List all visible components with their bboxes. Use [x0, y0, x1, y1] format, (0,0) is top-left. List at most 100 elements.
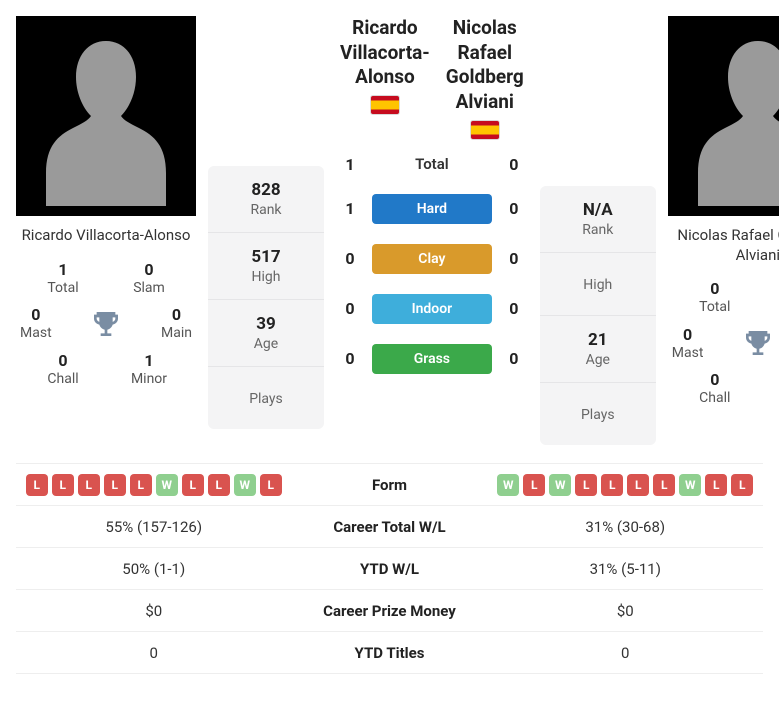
p1-prize: $0: [18, 602, 290, 620]
p1-rank: 828Rank: [208, 166, 324, 233]
label-ytd-wl: YTD W/L: [290, 560, 490, 578]
surface-grid: 1 Total 0 1 Hard 0 0 Clay 0 0 Indoor 0 0 Grass 0: [336, 155, 528, 374]
p2-career-wl: 31% (30-68): [490, 518, 762, 536]
p2-score-indoor: 0: [504, 299, 524, 318]
surface-label-clay[interactable]: Clay: [372, 244, 492, 274]
surface-row-total: 1 Total 0: [340, 155, 524, 174]
p1-ytd-wl: 50% (1-1): [18, 560, 290, 578]
p1-total: 1Total: [20, 260, 106, 298]
p2-score-clay: 0: [504, 249, 524, 268]
player2-name-top[interactable]: Nicolas Rafael Goldberg Alviani: [442, 16, 528, 115]
player1-name-under: Ricardo Villacorta-Alonso: [16, 216, 196, 260]
surface-label-indoor[interactable]: Indoor: [372, 294, 492, 324]
player1-column: Ricardo Villacorta-Alonso 1Total 0Slam 0…: [16, 16, 196, 398]
player2-photo: [668, 16, 779, 216]
p1-high: 517High: [208, 233, 324, 300]
label-prize: Career Prize Money: [290, 602, 490, 620]
p1-score-grass: 0: [340, 349, 360, 368]
surface-row-hard: 1 Hard 0: [340, 194, 524, 224]
label-ytd-titles: YTD Titles: [290, 644, 490, 662]
comparison-table: LLLLLWLLWL Form WLWLLLLWLL 55% (157-126)…: [16, 463, 763, 674]
p2-form-badge[interactable]: L: [653, 474, 675, 496]
p2-score-grass: 0: [504, 349, 524, 368]
player1-photo: [16, 16, 196, 216]
p2-form-badge[interactable]: L: [627, 474, 649, 496]
trophy-icon: [742, 327, 774, 359]
p2-prize: $0: [490, 602, 762, 620]
p2-minor: 0Minor: [758, 370, 779, 408]
comparison-top: Ricardo Villacorta-Alonso 1Total 0Slam 0…: [16, 16, 763, 445]
surface-label-total[interactable]: Total: [372, 155, 492, 173]
p1-form-badge[interactable]: L: [104, 474, 126, 496]
p2-form-badge[interactable]: W: [497, 474, 519, 496]
p2-form-badge[interactable]: W: [549, 474, 571, 496]
center-column: 828Rank 517High 39Age Plays Ricardo Vill…: [208, 16, 656, 445]
player2-name-under: Nicolas Rafael Goldberg Alviani: [668, 216, 779, 279]
p1-form-badge[interactable]: L: [182, 474, 204, 496]
p2-form-badge[interactable]: L: [705, 474, 727, 496]
p1-form-badge[interactable]: L: [26, 474, 48, 496]
p1-age: 39Age: [208, 300, 324, 367]
silhouette-icon: [31, 26, 181, 206]
p2-high: High: [540, 253, 656, 316]
row-ytd-titles: 0 YTD Titles 0: [16, 632, 763, 674]
p2-total: 0Total: [672, 279, 758, 317]
p1-form-badge[interactable]: L: [78, 474, 100, 496]
head-to-head-mid: Ricardo Villacorta-Alonso Nicolas Rafael…: [336, 16, 528, 374]
label-form: Form: [290, 476, 490, 494]
surface-row-grass: 0 Grass 0: [340, 344, 524, 374]
surface-label-grass[interactable]: Grass: [372, 344, 492, 374]
p2-mast: 0Mast: [672, 325, 704, 363]
p2-score-hard: 0: [504, 199, 524, 218]
p2-plays: Plays: [540, 383, 656, 445]
p1-form-badge[interactable]: L: [130, 474, 152, 496]
p1-slam: 0Slam: [106, 260, 192, 298]
p1-score-clay: 0: [340, 249, 360, 268]
p1-score-indoor: 0: [340, 299, 360, 318]
surface-label-hard[interactable]: Hard: [372, 194, 492, 224]
player2-column: Nicolas Rafael Goldberg Alviani 0Total 0…: [668, 16, 779, 418]
p2-ytd-titles: 0: [490, 644, 762, 662]
p2-form-badge[interactable]: L: [731, 474, 753, 496]
player2-form: WLWLLLLWLL: [490, 474, 762, 496]
player1-titles: 1Total 0Slam 0Mast 0Main 0Chall 1Minor: [16, 260, 196, 399]
p1-mast: 0Mast: [20, 305, 52, 343]
p2-age: 21Age: [540, 316, 656, 383]
p2-form-badge[interactable]: L: [601, 474, 623, 496]
row-form: LLLLLWLLWL Form WLWLLLLWLL: [16, 464, 763, 506]
p1-score-total: 1: [340, 155, 360, 174]
row-career-wl: 55% (157-126) Career Total W/L 31% (30-6…: [16, 506, 763, 548]
surface-row-clay: 0 Clay 0: [340, 244, 524, 274]
player1-name-top[interactable]: Ricardo Villacorta-Alonso: [336, 16, 434, 90]
p1-career-wl: 55% (157-126): [18, 518, 290, 536]
p1-ytd-titles: 0: [18, 644, 290, 662]
p1-plays: Plays: [208, 367, 324, 429]
silhouette-icon: [683, 26, 779, 206]
player2-titles: 0Total 0Slam 0Mast 0Main 0Chall 0Minor: [668, 279, 779, 418]
surface-row-indoor: 0 Indoor 0: [340, 294, 524, 324]
p1-chall: 0Chall: [20, 351, 106, 389]
p1-score-hard: 1: [340, 199, 360, 218]
p2-chall: 0Chall: [672, 370, 758, 408]
p1-form-badge[interactable]: L: [52, 474, 74, 496]
p2-score-total: 0: [504, 155, 524, 174]
p2-ytd-wl: 31% (5-11): [490, 560, 762, 578]
trophy-icon: [90, 308, 122, 340]
p1-form-badge[interactable]: L: [208, 474, 230, 496]
p2-form-badge[interactable]: L: [575, 474, 597, 496]
p1-form-badge[interactable]: W: [234, 474, 256, 496]
player2-stat-card: N/ARank High 21Age Plays: [540, 186, 656, 445]
p2-rank: N/ARank: [540, 186, 656, 253]
player1-stat-card: 828Rank 517High 39Age Plays: [208, 166, 324, 429]
player1-form: LLLLLWLLWL: [18, 474, 290, 496]
row-prize: $0 Career Prize Money $0: [16, 590, 763, 632]
p2-form-badge[interactable]: L: [523, 474, 545, 496]
p1-form-badge[interactable]: W: [156, 474, 178, 496]
row-ytd-wl: 50% (1-1) YTD W/L 31% (5-11): [16, 548, 763, 590]
p2-slam: 0Slam: [758, 279, 779, 317]
player1-flag-icon: [371, 96, 399, 114]
p1-form-badge[interactable]: L: [260, 474, 282, 496]
p1-main: 0Main: [161, 305, 192, 343]
p2-form-badge[interactable]: W: [679, 474, 701, 496]
p1-minor: 1Minor: [106, 351, 192, 389]
